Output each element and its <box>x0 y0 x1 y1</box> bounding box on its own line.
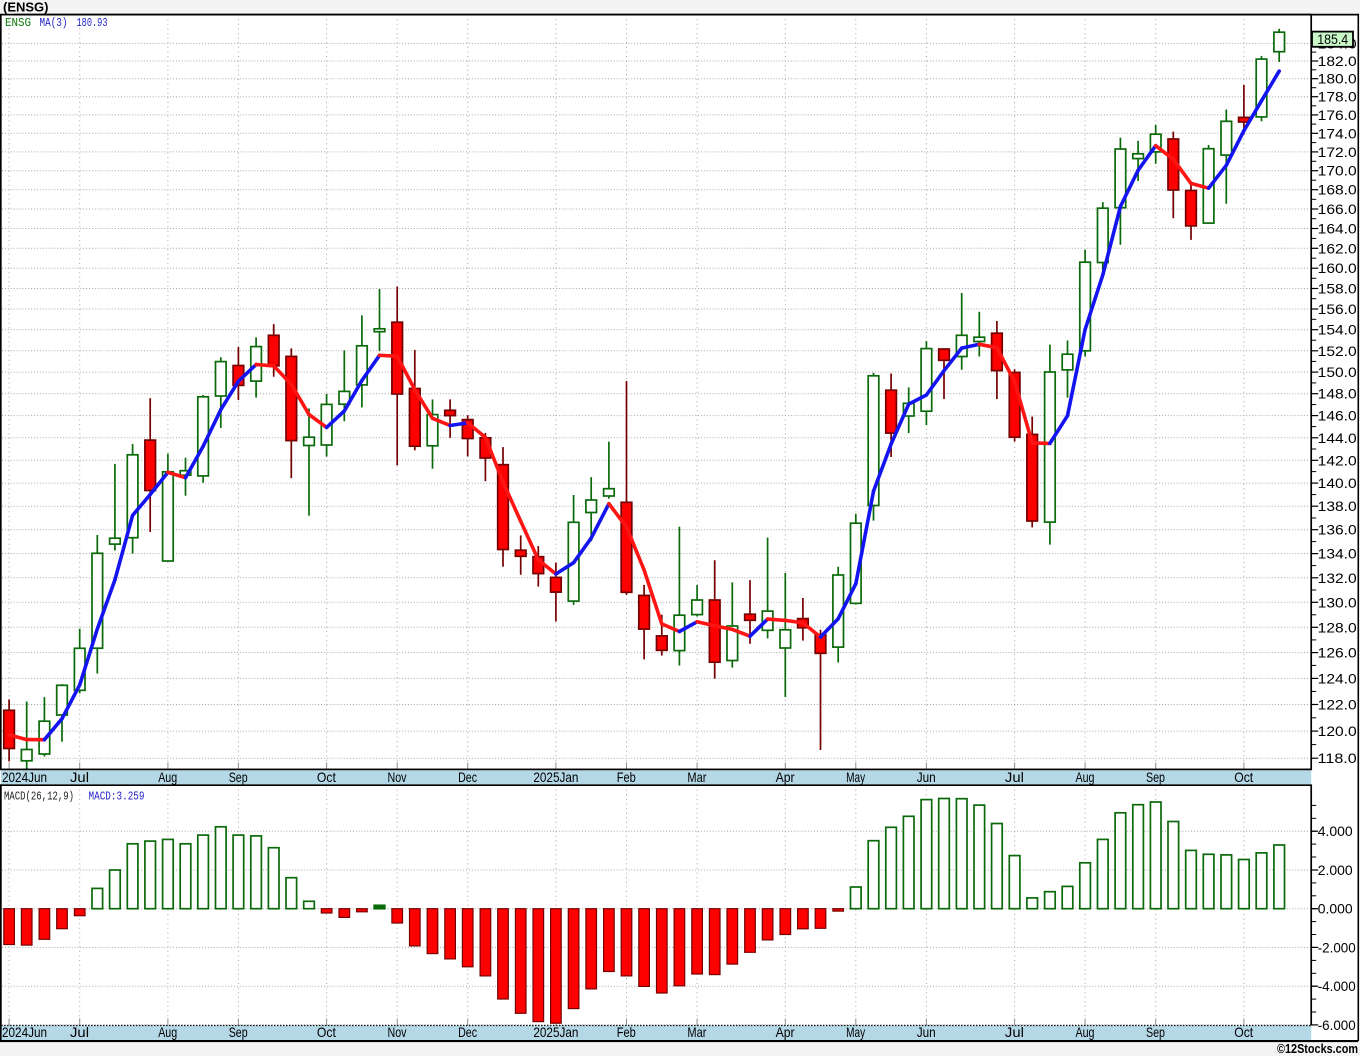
svg-text:Jul: Jul <box>1005 769 1024 785</box>
svg-text:130.0: 130.0 <box>1318 594 1357 610</box>
svg-text:Nov: Nov <box>388 1024 407 1040</box>
svg-text:Jun: Jun <box>917 769 936 785</box>
svg-text:-2.000: -2.000 <box>1318 939 1356 955</box>
svg-text:Aug: Aug <box>158 769 177 785</box>
svg-text:Oct: Oct <box>1234 769 1253 785</box>
svg-text:144.0: 144.0 <box>1318 430 1357 446</box>
svg-text:Nov: Nov <box>388 769 407 785</box>
svg-text:©12Stocks.com: ©12Stocks.com <box>1277 1042 1358 1056</box>
svg-text:Mar: Mar <box>687 769 706 785</box>
svg-text:2.000: 2.000 <box>1318 862 1353 878</box>
svg-text:Oct: Oct <box>317 769 336 785</box>
svg-text:Aug: Aug <box>1076 769 1095 785</box>
svg-text:142.0: 142.0 <box>1318 452 1357 468</box>
svg-text:166.0: 166.0 <box>1318 201 1357 217</box>
svg-text:178.0: 178.0 <box>1318 89 1357 105</box>
svg-text:134.0: 134.0 <box>1318 546 1357 562</box>
svg-text:180.0: 180.0 <box>1318 71 1357 87</box>
svg-text:122.0: 122.0 <box>1318 697 1357 713</box>
svg-text:Dec: Dec <box>458 1024 477 1040</box>
svg-text:126.0: 126.0 <box>1318 645 1357 661</box>
svg-text:140.0: 140.0 <box>1318 475 1357 491</box>
svg-text:154.0: 154.0 <box>1318 322 1357 338</box>
svg-text:Jun: Jun <box>917 1024 936 1040</box>
svg-text:180.93: 180.93 <box>77 16 108 30</box>
svg-text:176.0: 176.0 <box>1318 107 1357 123</box>
svg-text:168.0: 168.0 <box>1318 182 1357 198</box>
svg-text:152.0: 152.0 <box>1318 343 1357 359</box>
svg-text:158.0: 158.0 <box>1318 281 1357 297</box>
svg-text:Dec: Dec <box>458 769 477 785</box>
svg-text:MA(3): MA(3) <box>40 16 68 30</box>
svg-text:Aug: Aug <box>1076 1024 1095 1040</box>
svg-text:0.000: 0.000 <box>1318 901 1353 917</box>
svg-text:May: May <box>846 769 865 785</box>
svg-text:-4.000: -4.000 <box>1318 978 1356 994</box>
svg-text:185.4: 185.4 <box>1317 32 1348 47</box>
svg-text:136.0: 136.0 <box>1318 522 1357 538</box>
svg-text:Feb: Feb <box>617 769 636 785</box>
svg-text:Jul: Jul <box>1005 1024 1024 1040</box>
svg-text:146.0: 146.0 <box>1318 408 1357 424</box>
svg-text:138.0: 138.0 <box>1318 498 1357 514</box>
svg-text:174.0: 174.0 <box>1318 125 1357 141</box>
svg-text:Aug: Aug <box>158 1024 177 1040</box>
svg-text:Sep: Sep <box>1146 769 1165 785</box>
svg-text:128.0: 128.0 <box>1318 619 1357 635</box>
svg-text:MACD(26,12,9): MACD(26,12,9) <box>4 790 74 804</box>
svg-text:124.0: 124.0 <box>1318 670 1357 686</box>
svg-text:2025Jan: 2025Jan <box>533 1024 578 1040</box>
svg-text:Oct: Oct <box>1234 1024 1253 1040</box>
svg-text:Jul: Jul <box>70 769 89 785</box>
svg-text:150.0: 150.0 <box>1318 364 1357 380</box>
svg-text:4.000: 4.000 <box>1318 823 1353 839</box>
svg-text:Sep: Sep <box>229 1024 248 1040</box>
svg-text:Sep: Sep <box>1146 1024 1165 1040</box>
svg-text:170.0: 170.0 <box>1318 163 1357 179</box>
svg-text:2024Jun: 2024Jun <box>2 1024 47 1040</box>
svg-text:182.0: 182.0 <box>1318 53 1357 69</box>
svg-text:160.0: 160.0 <box>1318 260 1357 276</box>
svg-text:156.0: 156.0 <box>1318 301 1357 317</box>
svg-text:(ENSG): (ENSG) <box>3 0 49 15</box>
svg-text:2025Jan: 2025Jan <box>533 769 578 785</box>
svg-text:118.0: 118.0 <box>1318 750 1357 766</box>
svg-text:164.0: 164.0 <box>1318 221 1357 237</box>
svg-text:120.0: 120.0 <box>1318 723 1357 739</box>
svg-text:2024Jun: 2024Jun <box>2 769 47 785</box>
svg-text:172.0: 172.0 <box>1318 144 1357 160</box>
svg-text:Oct: Oct <box>317 1024 336 1040</box>
svg-text:162.0: 162.0 <box>1318 240 1357 256</box>
svg-text:148.0: 148.0 <box>1318 386 1357 402</box>
svg-text:Apr: Apr <box>776 1024 795 1040</box>
svg-text:Sep: Sep <box>229 769 248 785</box>
svg-text:Feb: Feb <box>617 1024 636 1040</box>
svg-text:Mar: Mar <box>687 1024 706 1040</box>
svg-text:-6.000: -6.000 <box>1318 1017 1356 1033</box>
svg-text:Apr: Apr <box>776 769 795 785</box>
svg-text:May: May <box>846 1024 865 1040</box>
svg-text:ENSG: ENSG <box>5 16 31 30</box>
svg-text:MACD:3.259: MACD:3.259 <box>89 790 145 804</box>
svg-text:Jul: Jul <box>70 1024 89 1040</box>
svg-text:132.0: 132.0 <box>1318 570 1357 586</box>
